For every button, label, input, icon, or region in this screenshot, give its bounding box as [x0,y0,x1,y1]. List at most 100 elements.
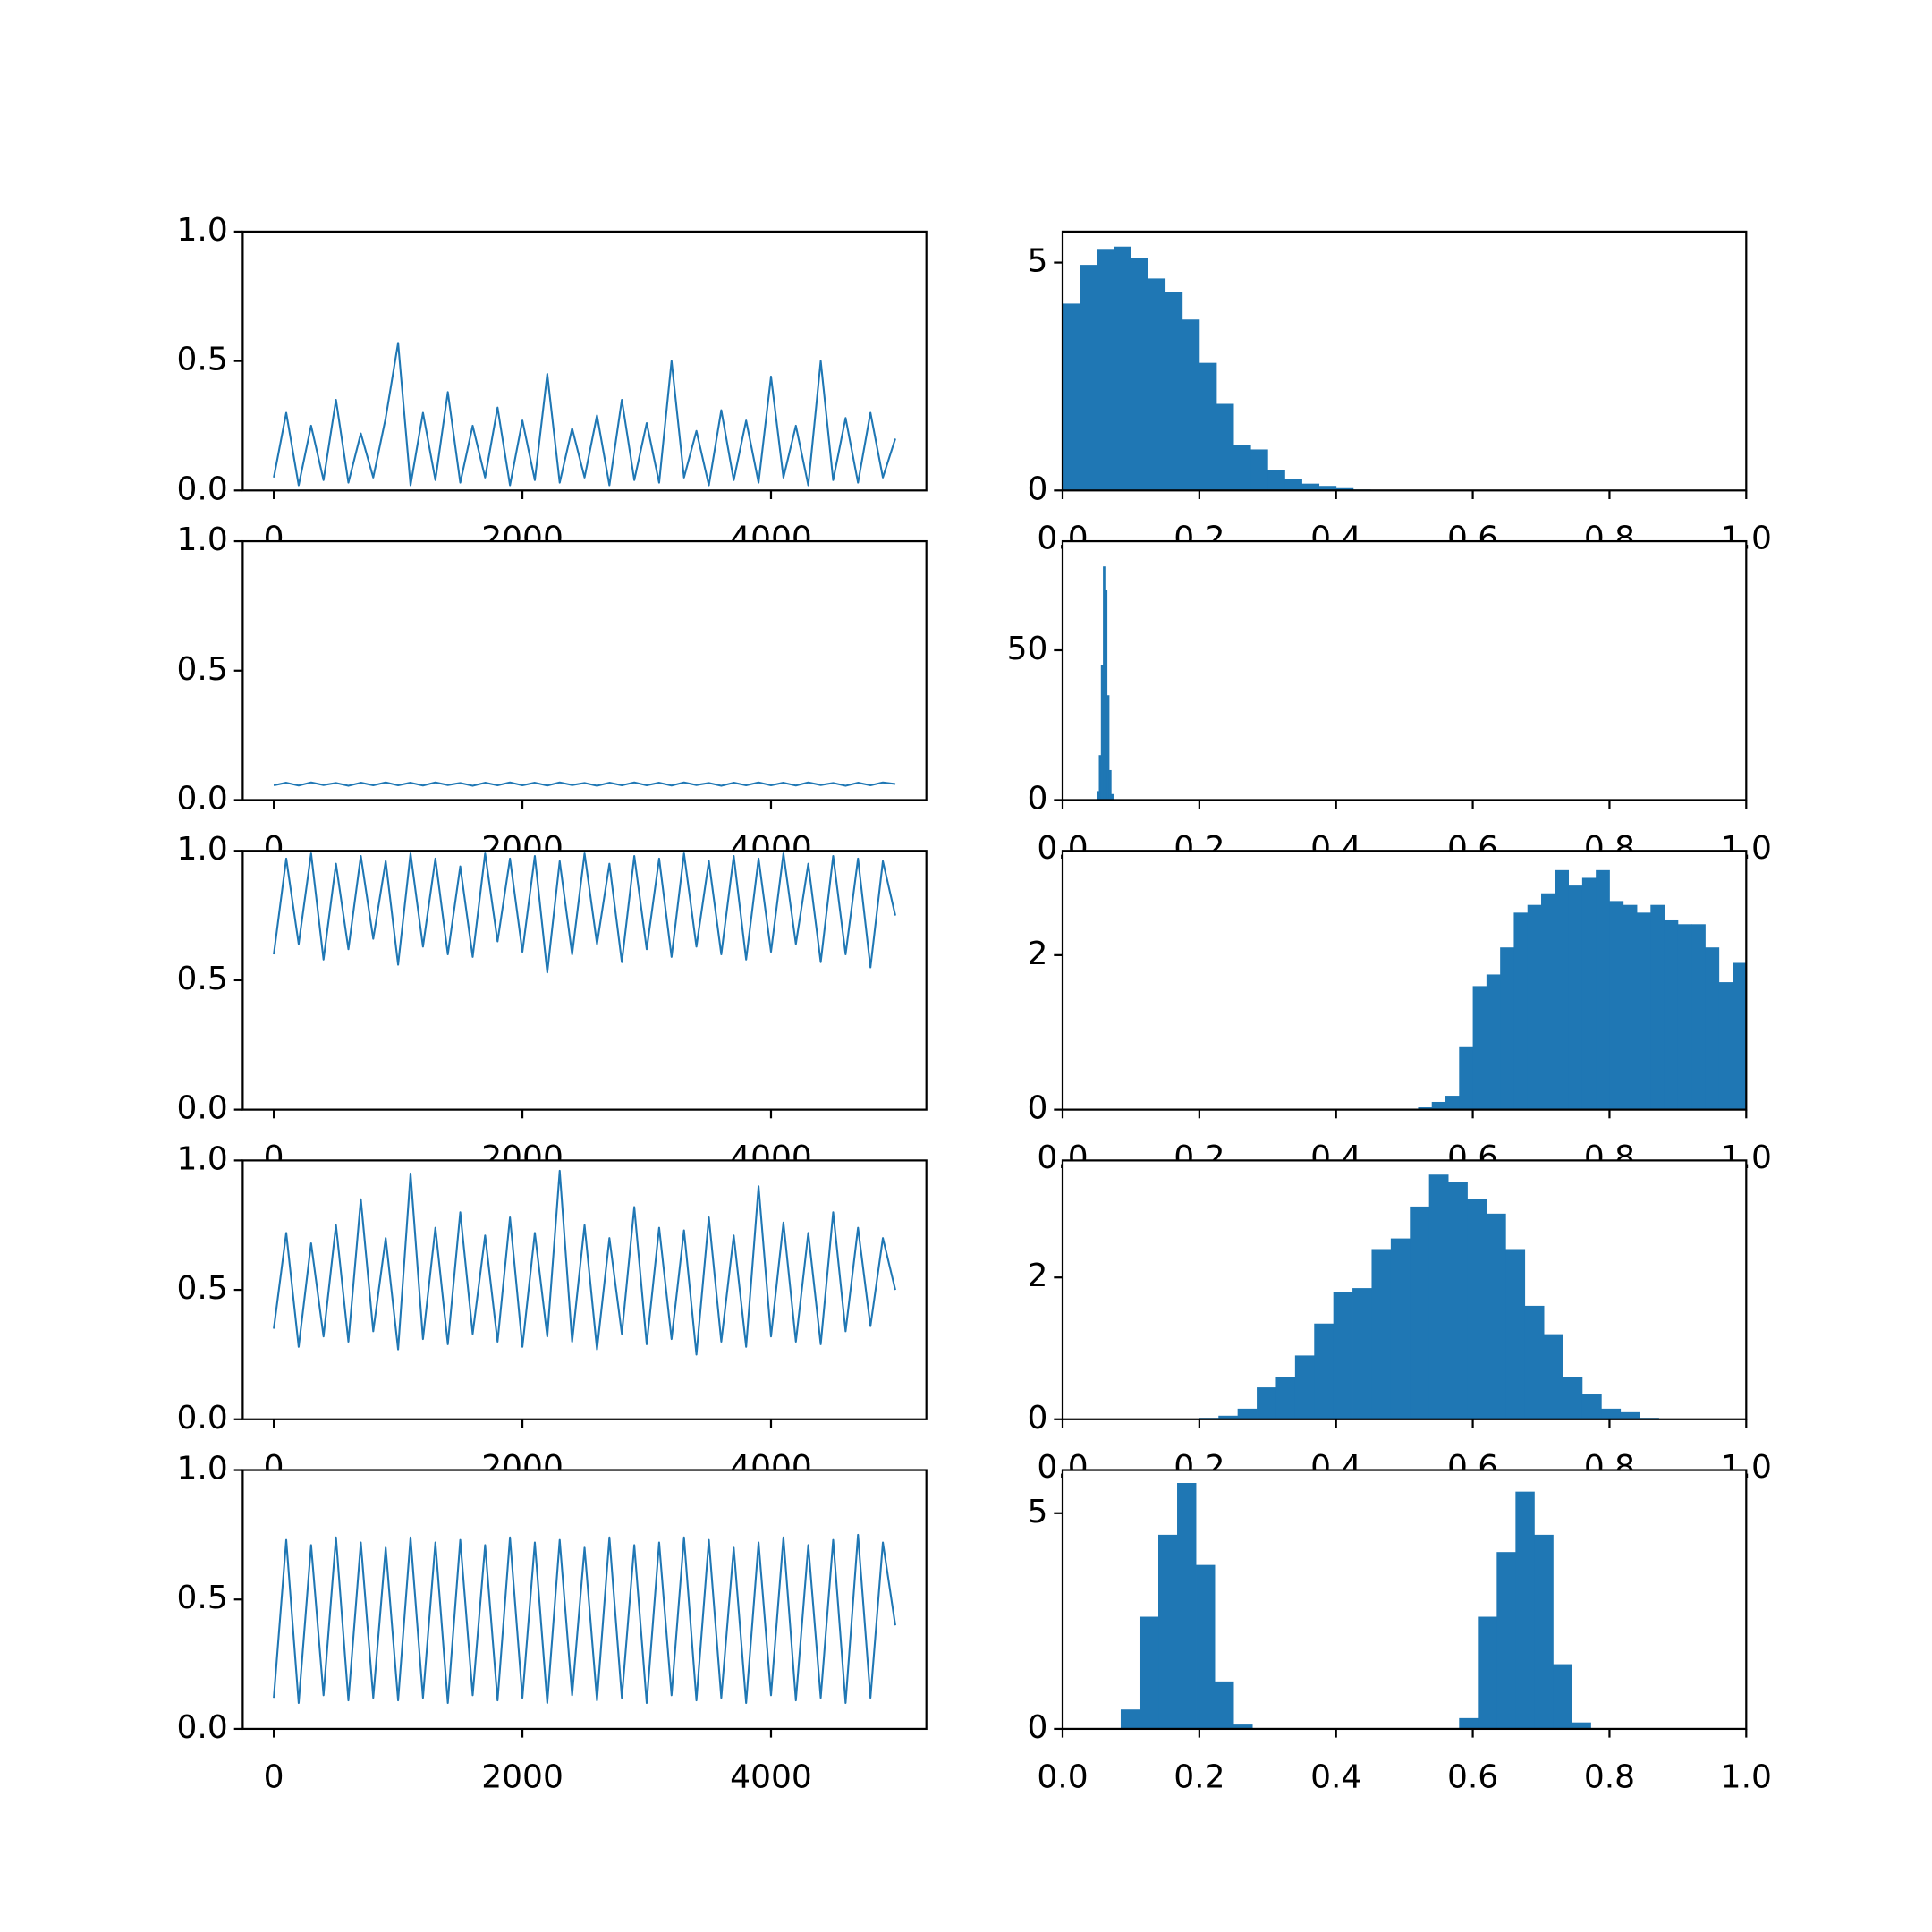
axes-background [242,231,927,491]
histogram-bar [1182,319,1200,491]
y-tick-label: 1.0 [177,1451,228,1487]
axes-background [242,1160,927,1419]
histogram-bar [1120,1709,1140,1729]
histogram-bar [1459,1717,1479,1729]
histogram-bar [1431,1101,1446,1110]
axes-background [242,541,927,801]
histogram-bar [1216,403,1234,491]
y-tick-label: 0.0 [177,1090,228,1127]
y-tick-label: 0 [1027,470,1047,507]
axes-frame [1061,1159,1748,1420]
histogram-bar [1601,1408,1622,1419]
histogram-bar [1080,265,1097,491]
histogram-bar [1177,1483,1197,1729]
histogram-bar [1513,912,1529,1110]
histogram-bar [1527,904,1542,1110]
histogram-bar [1250,449,1268,491]
histogram-bar [1637,912,1651,1110]
histogram-bar [1568,886,1583,1110]
trace-line [273,852,896,974]
x-tick-label: 4000 [730,1758,812,1795]
histogram-bar [1294,1355,1315,1419]
axes-background [242,1470,927,1729]
y-tick-label: 1.0 [177,212,228,249]
histogram-bar [1623,904,1638,1110]
histogram-bar [1705,947,1720,1110]
histogram-bar [1609,901,1624,1110]
histogram-bar [1664,919,1679,1110]
y-tick-label: 1.0 [177,831,228,868]
histogram-bar [1097,791,1099,801]
histogram-bar [1148,278,1166,491]
histogram-bar [1581,877,1597,1110]
y-tick-label: 2 [1027,1258,1047,1294]
histogram-bar [1555,869,1570,1110]
histogram-bar [1467,1199,1487,1419]
histogram-bar [1267,470,1285,491]
x-tick-label: 0 [264,1758,284,1795]
y-tick-label: 0.5 [177,342,228,378]
y-tick-label: 0.5 [177,961,228,997]
y-tick-label: 0.5 [177,651,228,688]
histogram-bar [1650,904,1665,1110]
histogram-bar [1301,483,1320,491]
histogram-bar [1581,1394,1602,1419]
histogram-bar [1100,665,1104,801]
histogram-bar [1215,1681,1234,1729]
histogram-bar [1505,1249,1526,1419]
y-tick-label: 0.0 [177,1400,228,1436]
histogram-bar [1098,755,1102,801]
histogram-bar [1165,292,1183,491]
x-tick-label: 2000 [481,1758,564,1795]
histogram-bar [1114,246,1131,491]
y-tick-label: 5 [1027,243,1047,280]
y-tick-label: 0 [1027,1400,1047,1436]
histogram-bar [1534,1534,1554,1729]
histogram-bar [1691,924,1706,1110]
histogram-bar [1486,1213,1506,1419]
histogram-bar [1486,974,1501,1110]
trace-line [273,781,896,787]
histogram-bar [1106,695,1110,801]
y-tick-label: 2 [1027,936,1047,972]
axes-background [1063,541,1747,801]
histogram-bar [1314,1323,1335,1419]
histogram-bar [1257,1387,1276,1419]
axes-frame [1061,1469,1748,1731]
histogram-bar [1284,479,1302,491]
histogram-bar [1718,982,1733,1110]
trace-line [273,342,896,487]
y-tick-label: 1.0 [177,521,228,558]
histogram-bar [1335,487,1354,491]
histogram-bar [1233,445,1251,491]
trace-line [273,1169,896,1356]
x-tick-label: 0.4 [1310,1758,1361,1795]
histogram-bar [1097,249,1114,491]
histogram-bar [1428,1174,1449,1419]
y-tick-label: 0 [1027,780,1047,817]
histogram-bar [1139,1616,1159,1729]
histogram-bar [1275,1377,1296,1419]
axes-frame [1061,850,1748,1111]
histogram-bar [1445,1096,1460,1110]
y-tick-label: 1.0 [177,1140,228,1177]
histogram-bar [1111,793,1114,801]
histogram-bar [1196,1564,1216,1729]
y-tick-label: 0.5 [177,1270,228,1307]
histogram-bar [1620,1411,1640,1419]
histogram-bar [1233,1724,1253,1729]
histogram-bar [1131,258,1148,491]
histogram-bar [1459,1046,1473,1110]
y-tick-label: 0.5 [177,1580,228,1616]
histogram-bar [1199,362,1217,491]
histogram-bar [1063,303,1080,491]
histogram-bar [1553,1664,1572,1729]
y-tick-label: 5 [1027,1494,1047,1530]
histogram-bar [1677,924,1692,1110]
histogram-bar [1541,893,1555,1110]
x-tick-label: 0.8 [1584,1758,1635,1795]
histogram-bar [1158,1534,1178,1729]
histogram-bar [1410,1206,1430,1419]
axes-frame [1061,539,1748,801]
